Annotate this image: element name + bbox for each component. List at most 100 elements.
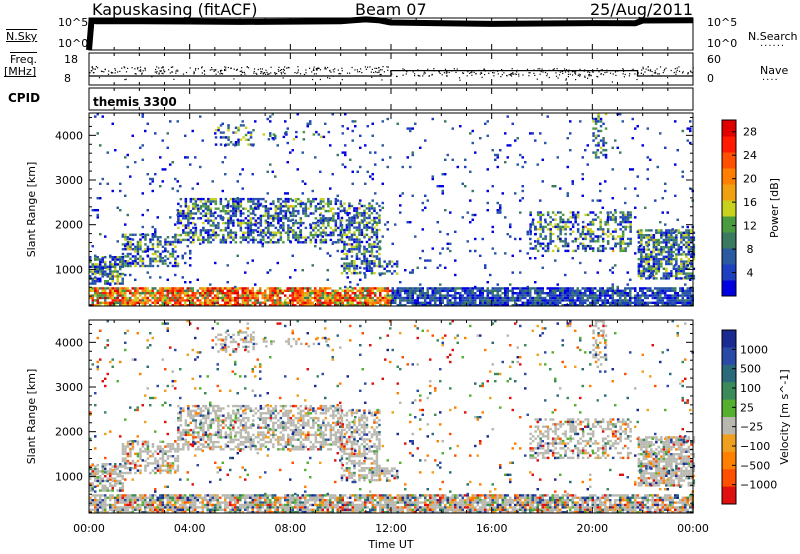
heat-cell <box>319 197 323 201</box>
heat-cell <box>217 221 220 225</box>
heat-cell <box>146 173 149 176</box>
heat-cell <box>441 299 444 302</box>
heat-cell <box>254 202 258 206</box>
nave-point <box>681 72 684 74</box>
heat-cell <box>94 299 97 302</box>
heat-cell <box>665 255 668 258</box>
heat-cell <box>444 173 447 176</box>
heat-cell <box>564 292 567 295</box>
heat-cell <box>177 226 180 230</box>
heat-cell <box>279 287 282 290</box>
heat-cell <box>329 202 333 206</box>
heat-cell <box>182 229 185 232</box>
heat-cell <box>312 212 315 215</box>
heat-cell <box>536 240 540 243</box>
heat-cell <box>131 238 135 241</box>
nave-point <box>227 66 229 69</box>
heat-cell <box>665 231 668 234</box>
heat-cell <box>299 296 302 300</box>
heat-cell <box>651 301 654 304</box>
heat-cell <box>96 280 99 283</box>
nave-point <box>91 70 93 72</box>
heat-cell <box>379 304 382 307</box>
heat-cell <box>179 238 183 242</box>
heat-cell <box>321 301 324 304</box>
heat-cell <box>364 273 367 277</box>
heat-cell <box>544 237 547 241</box>
heat-cell <box>499 296 502 300</box>
heat-cell <box>269 207 273 210</box>
nave-point <box>279 69 281 71</box>
heat-cell <box>196 292 199 295</box>
heat-cell <box>111 275 114 278</box>
heat-cell <box>516 292 519 295</box>
heat-cell <box>554 244 557 248</box>
nave-point <box>571 71 573 73</box>
heat-cell <box>665 243 668 246</box>
heat-cell <box>656 165 659 169</box>
heat-cell <box>277 207 280 210</box>
heat-cell <box>629 287 632 290</box>
heat-cell <box>289 205 293 208</box>
heat-cell <box>559 237 562 241</box>
heat-cell <box>322 224 325 227</box>
heat-cell <box>269 289 272 292</box>
heat-cell <box>358 243 361 246</box>
heat-cell <box>384 296 387 300</box>
nave-point <box>689 70 692 72</box>
heat-cell <box>166 294 169 297</box>
heat-cell <box>601 249 605 253</box>
heat-cell <box>521 292 524 295</box>
heat-cell <box>179 287 182 290</box>
heat-cell <box>584 244 587 248</box>
heat-cell <box>504 292 507 295</box>
nave-point <box>282 77 284 79</box>
heat-cell <box>386 304 389 307</box>
heat-cell <box>381 289 384 292</box>
heat-cell <box>214 129 218 132</box>
heat-cell <box>166 243 170 246</box>
nave-point <box>367 66 369 68</box>
heat-cell <box>340 264 344 268</box>
heat-cell <box>292 233 295 237</box>
heat-cell <box>109 499 112 502</box>
heat-cell <box>569 294 572 297</box>
heat-cell <box>277 219 280 222</box>
heat-cell <box>202 214 205 218</box>
nave-point <box>124 79 126 81</box>
heat-cell <box>119 499 122 502</box>
heat-cell <box>319 219 323 222</box>
heat-cell <box>136 261 139 265</box>
heat-cell <box>319 200 323 203</box>
heat-cell <box>651 292 654 295</box>
nave-point <box>305 69 307 71</box>
nave-point <box>351 66 353 69</box>
heat-cell <box>337 214 340 218</box>
heat-cell <box>670 253 673 256</box>
heat-cell <box>604 232 607 236</box>
heat-cell <box>489 304 492 307</box>
heat-cell <box>670 243 673 246</box>
heat-cell <box>353 219 356 222</box>
heat-cell <box>375 202 379 205</box>
heat-cell <box>358 221 361 224</box>
heat-cell <box>355 245 359 248</box>
heat-cell <box>619 223 622 226</box>
heat-cell <box>111 272 114 276</box>
heat-cell <box>361 294 364 297</box>
nave-point <box>341 67 343 69</box>
heat-cell <box>386 287 389 290</box>
nave-point <box>456 68 458 70</box>
heat-cell <box>624 304 627 307</box>
heat-cell <box>106 304 109 307</box>
heat-cell <box>644 301 647 304</box>
heat-cell <box>599 139 603 142</box>
heat-cell <box>680 246 683 249</box>
heat-cell <box>541 158 544 161</box>
heat-cell <box>246 301 249 304</box>
heat-cell <box>177 241 180 244</box>
heat-cell <box>421 289 424 292</box>
heat-cell <box>594 213 597 217</box>
heat-cell <box>368 264 371 268</box>
heat-cell <box>232 200 235 203</box>
